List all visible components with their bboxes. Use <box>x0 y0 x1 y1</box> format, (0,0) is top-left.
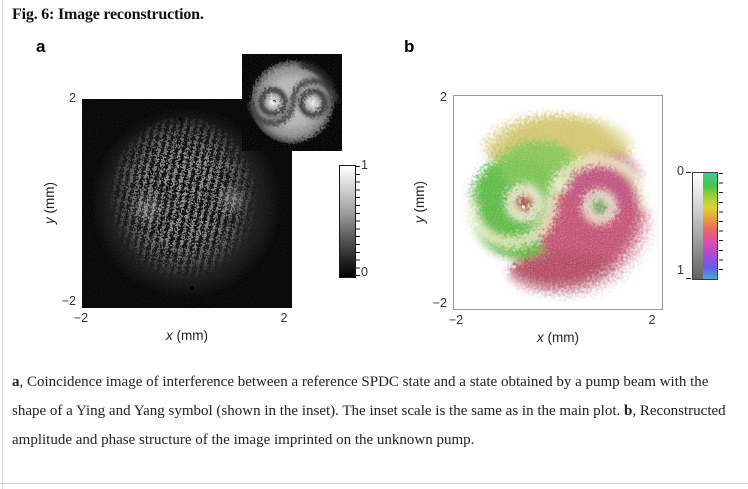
bottom-border-rule <box>0 483 748 484</box>
figure-title: Fig. 6: Image reconstruction. <box>12 6 204 23</box>
panel-a-colorbar <box>339 165 356 278</box>
panel-b-colorbar <box>692 172 718 280</box>
panel-b-ylabel-unit: (mm) <box>412 181 427 217</box>
panel-a-colorbar-ticks <box>356 166 360 277</box>
caption-panel-a-marker: a <box>12 374 20 390</box>
panel-a-ytick-top: 2 <box>69 91 76 105</box>
panel-a-label: a <box>36 37 46 56</box>
panel-b-colorbar-amplitude-strip <box>693 173 703 279</box>
panel-a-xlabel-unit: (mm) <box>172 328 208 343</box>
panel-b-label: b <box>404 37 415 56</box>
panel-b-ylabel: y (mm) <box>412 162 428 242</box>
panel-a-inset-image <box>242 54 342 151</box>
panel-b-colorbar-top-tick <box>686 172 691 173</box>
left-border-rule <box>2 0 3 489</box>
panel-b-xlabel-var: x <box>537 330 544 345</box>
panel-a-ylabel-unit: (mm) <box>42 182 57 218</box>
panel-a-colorbar-top-label: 1 <box>361 158 368 172</box>
panel-b-colorbar-phase-strip <box>703 173 717 279</box>
panel-b-colorbar-bottom-tick <box>686 278 691 279</box>
caption-panel-a-text: , Coincidence image of interference betw… <box>12 374 709 419</box>
panel-a-inset <box>242 54 342 151</box>
panel-b-xtick-left: −2 <box>448 313 464 327</box>
panel-b-colorbar-ticks <box>719 173 723 278</box>
panel-a-colorbar-bottom-label: 0 <box>361 265 368 279</box>
panel-b-xlabel-unit: (mm) <box>543 330 579 345</box>
panel-b-ytick-top: 2 <box>440 90 447 104</box>
panel-a-xlabel: x (mm) <box>82 328 292 343</box>
panel-a-ytick-bottom: −2 <box>61 294 76 308</box>
panel-b-colorbar-bottom-label: 1 <box>677 263 684 277</box>
panel-b-heatmap-image <box>454 96 662 309</box>
panel-a-ylabel-var: y <box>42 217 57 224</box>
panel-b-xtick-right: 2 <box>648 313 656 327</box>
panel-a-ylabel: y (mm) <box>42 163 58 243</box>
panel-a-xlabel-var: x <box>166 328 173 343</box>
figure-caption: a, Coincidence image of interference bet… <box>12 368 734 455</box>
panel-b-xlabel: x (mm) <box>453 330 663 345</box>
panel-a-xtick-right: 2 <box>280 311 288 325</box>
caption-panel-b-marker: b <box>624 403 633 419</box>
caption-panel-b-text: , Reconstructed amplitude and phase stru… <box>12 403 726 448</box>
panel-b-colorbar-top-label: 0 <box>677 164 684 178</box>
panel-b-ylabel-var: y <box>412 216 427 223</box>
panel-a-xtick-left: −2 <box>73 311 89 325</box>
panel-b-heatmap <box>453 95 663 310</box>
panel-b-ytick-bottom: −2 <box>432 296 447 310</box>
